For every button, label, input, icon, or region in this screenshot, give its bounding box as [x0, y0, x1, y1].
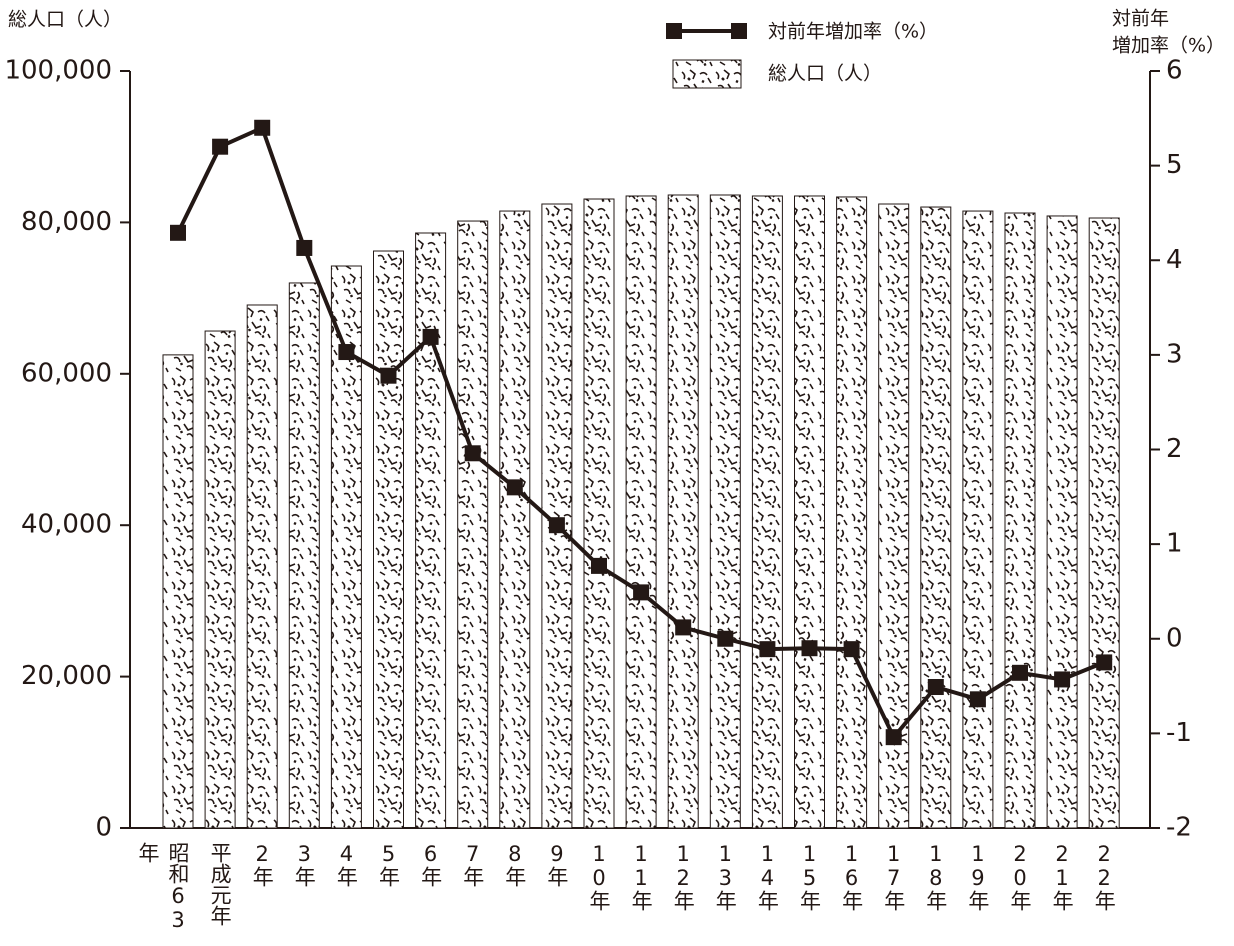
bar	[415, 232, 447, 829]
marker	[212, 138, 229, 155]
x-tick-label: 昭和63年	[136, 842, 190, 932]
bar	[920, 206, 952, 829]
bar	[625, 195, 657, 829]
legend-swatch	[672, 59, 742, 89]
bar	[667, 194, 699, 829]
legend-label: 総人口（人）	[768, 63, 882, 85]
x-tick-label: 2年	[250, 842, 275, 887]
x-tick-label: 16年	[839, 842, 864, 911]
y-tick-label: 100,000	[4, 56, 112, 86]
x-tick-label: 平成元年	[208, 842, 233, 926]
bar	[499, 210, 531, 829]
legend-marker	[731, 23, 747, 39]
bar	[204, 330, 236, 829]
x-tick-label: 10年	[587, 842, 611, 911]
y2-tick-label: 6	[1166, 56, 1183, 86]
marker	[759, 641, 776, 658]
marker	[675, 619, 692, 636]
marker	[633, 584, 650, 601]
y2-tick-label: -2	[1166, 813, 1192, 843]
y2-tick-label: 1	[1166, 529, 1183, 559]
marker	[464, 445, 481, 462]
x-tick-label: 11年	[629, 842, 654, 911]
y-tick-label: 40,000	[21, 510, 112, 540]
marker	[801, 640, 818, 657]
x-tick-label: 7年	[460, 842, 485, 887]
y2-tick-label: 2	[1166, 434, 1183, 464]
marker	[1012, 664, 1028, 681]
bar	[288, 282, 320, 829]
marker	[843, 641, 860, 658]
y2-tick-label: 3	[1166, 339, 1183, 369]
marker	[548, 517, 565, 534]
bar	[1046, 215, 1078, 829]
marker	[927, 679, 944, 696]
x-tick-label: 17年	[881, 842, 906, 911]
x-tick-label: 21年	[1050, 842, 1075, 911]
x-tick-label: 20年	[1008, 842, 1032, 911]
y-tick-label: 20,000	[21, 661, 112, 691]
bar	[1088, 217, 1120, 829]
y2-tick-label: 5	[1166, 150, 1183, 180]
x-tick-label: 18年	[923, 842, 948, 911]
x-tick-label: 6年	[418, 842, 443, 887]
marker	[254, 119, 271, 136]
bar	[162, 354, 194, 829]
x-tick-label: 5年	[376, 842, 401, 887]
x-tick-label: 14年	[755, 842, 780, 911]
y2-axis-title: 増加率（%）	[1112, 35, 1225, 57]
y-tick-label: 60,000	[21, 358, 112, 388]
bar	[583, 198, 615, 829]
x-tick-label: 9年	[544, 842, 569, 887]
bar	[246, 304, 278, 829]
marker	[506, 479, 523, 496]
marker	[338, 344, 355, 361]
y-axis-title: 総人口（人）	[8, 9, 122, 31]
x-tick-label: 12年	[671, 842, 696, 911]
bar	[373, 250, 404, 829]
marker	[591, 557, 607, 574]
bar	[751, 195, 783, 829]
y2-axis-title: 対前年	[1112, 8, 1169, 30]
legend-marker	[666, 23, 682, 39]
marker	[170, 224, 186, 241]
bar	[1004, 212, 1036, 829]
marker	[422, 328, 439, 345]
x-tick-label: 19年	[965, 842, 990, 911]
y-tick-label: 0	[95, 813, 112, 843]
bar	[836, 196, 868, 829]
bar	[962, 210, 994, 829]
x-tick-label: 8年	[502, 842, 527, 887]
marker	[717, 630, 734, 647]
marker	[969, 691, 986, 708]
marker	[885, 729, 902, 746]
y2-tick-label: 0	[1166, 623, 1183, 653]
marker	[380, 367, 397, 384]
y-tick-label: 80,000	[21, 207, 112, 237]
x-tick-label: 15年	[797, 842, 822, 911]
bar	[794, 195, 825, 829]
x-tick-label: 4年	[334, 842, 359, 887]
x-tick-label: 13年	[713, 842, 738, 911]
y2-tick-label: 4	[1166, 245, 1183, 275]
x-tick-label: 22年	[1092, 842, 1117, 911]
legend-label: 対前年増加率（%）	[768, 21, 938, 43]
marker	[1054, 671, 1071, 688]
bar	[709, 194, 741, 829]
bar	[457, 220, 489, 829]
x-tick-label: 3年	[292, 842, 317, 887]
y2-tick-label: -1	[1166, 718, 1192, 748]
marker	[1096, 654, 1113, 671]
marker	[296, 239, 313, 256]
